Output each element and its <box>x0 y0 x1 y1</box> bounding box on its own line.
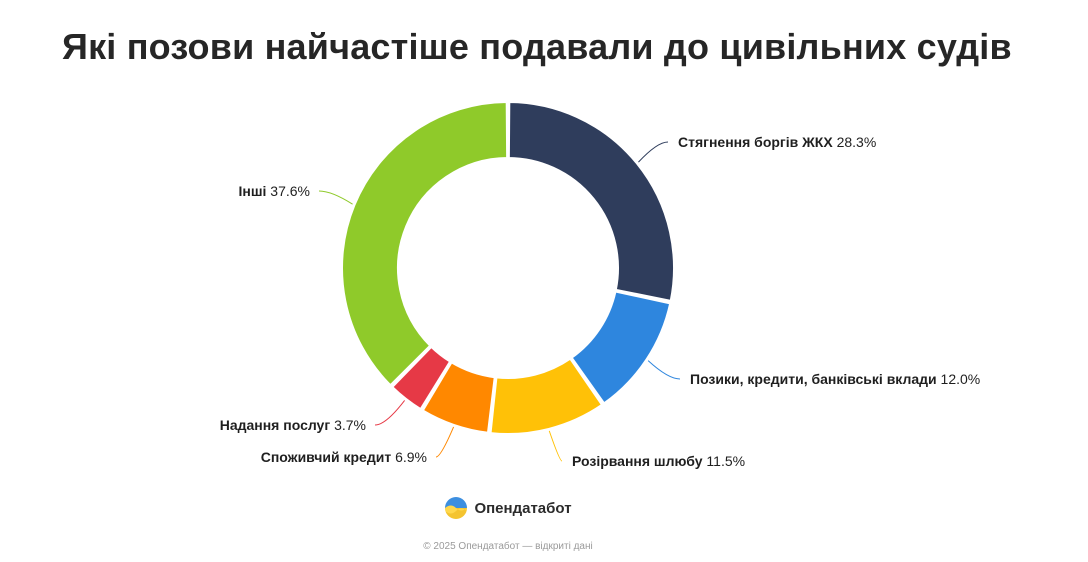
slice-label-name: Надання послуг <box>220 417 334 433</box>
slice-1[interactable] <box>570 290 672 405</box>
slice-label-percent: 11.5% <box>706 453 745 469</box>
slice-label-name: Стягнення боргів ЖКХ <box>678 134 837 150</box>
leader-line-3 <box>435 426 455 458</box>
leader-line-5 <box>318 190 353 205</box>
slice-0[interactable] <box>507 100 675 303</box>
slice-label-3: Споживчий кредит 6.9% <box>261 449 427 465</box>
slice-labels: Стягнення боргів ЖКХ 28.3% Позики, кредит… <box>220 134 981 469</box>
slice-label-4: Надання послуг 3.7% <box>220 417 366 433</box>
leader-line-0 <box>638 141 669 163</box>
slice-2[interactable] <box>489 357 604 435</box>
slice-label-5: Інші 37.6% <box>239 183 311 199</box>
brand-name: Опендатабот <box>474 499 572 517</box>
leader-line-1 <box>647 360 681 380</box>
slice-label-name: Споживчий кредит <box>261 449 395 465</box>
slice-label-percent: 12.0% <box>941 371 981 387</box>
slice-label-0: Стягнення боргів ЖКХ 28.3% <box>678 134 876 150</box>
slice-label-percent: 3.7% <box>334 417 366 433</box>
slice-3[interactable] <box>421 361 496 434</box>
slice-label-name: Інші <box>239 183 271 199</box>
slice-label-1: Позики, кредити, банківські вклади 12.0% <box>690 371 980 387</box>
leader-line-2 <box>548 430 563 462</box>
donut-slices <box>341 100 675 435</box>
footer-copyright: © 2025 Опендатабот — відкриті дані <box>423 541 593 552</box>
brand: Опендатабот <box>0 496 1016 520</box>
opendatabot-logo-icon <box>445 497 468 519</box>
slice-label-percent: 37.6% <box>270 183 310 199</box>
slice-label-percent: 6.9% <box>395 449 427 465</box>
slice-label-name: Позики, кредити, банківські вклади <box>690 371 941 387</box>
chart-title: Які позови найчастіше подавали до цивіль… <box>62 26 1012 67</box>
slice-label-2: Розірвання шлюбу 11.5% <box>572 453 745 469</box>
slice-4[interactable] <box>390 345 452 411</box>
slice-label-name: Розірвання шлюбу <box>572 453 706 469</box>
slice-5[interactable] <box>341 100 509 387</box>
leader-line-4 <box>374 400 406 426</box>
leader-lines <box>318 141 681 462</box>
slice-label-percent: 28.3% <box>837 134 877 150</box>
